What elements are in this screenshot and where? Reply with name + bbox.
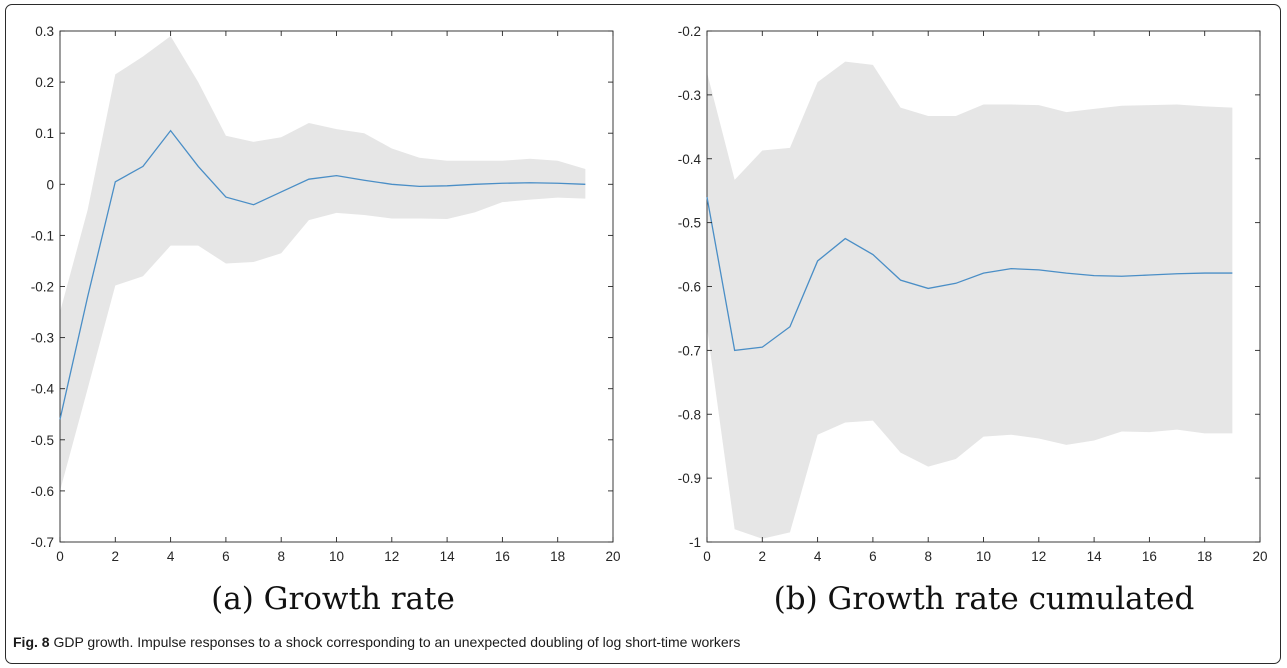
y-tick-label: 0 [46,177,54,192]
caption-label: Fig. 8 [13,634,50,650]
x-tick-label: 10 [329,549,344,564]
x-tick-label: 18 [550,549,565,564]
impulse-response-line [706,196,1233,352]
x-tick-label: 20 [605,549,620,564]
figure-caption: Fig. 8 GDP growth. Impulse responses to … [13,634,740,650]
x-tick-label: 4 [167,549,175,564]
chart-growth-rate: 0 2 4 6 8 10 12 14 16 18 20 0.3 0.2 0.1 0 -0.1 -0.2 -0.3 -… [31,24,621,564]
y-tick-label: -0.6 [678,280,701,295]
x-tick-label: 14 [440,549,456,564]
y-tick-label: -0.8 [678,407,701,422]
x-tick-label: 16 [495,549,510,564]
y-tick-label: -0.2 [31,280,54,295]
x-tick-label: 2 [759,549,767,564]
x-tick-label: 8 [924,549,932,564]
x-tick-label: 2 [112,549,120,564]
y-tick-label: 0.2 [35,75,54,90]
x-tick-label: 12 [1031,549,1046,564]
y-tick-label: -0.7 [31,535,54,550]
y-tick-label: -0.3 [678,88,701,103]
x-tick-label: 0 [56,549,64,564]
x-tick-label: 20 [1252,549,1267,564]
y-tick-label: -0.7 [678,343,701,358]
subcaption-b: (b) Growth rate cumulated [774,581,1195,617]
y-tick-label: -0.3 [31,331,54,346]
subcaption-a: (a) Growth rate [211,581,455,617]
y-tick-label: -1 [689,535,701,550]
x-tick-label: 10 [976,549,991,564]
y-tick-label: -0.1 [31,228,54,243]
y-tick-label: -0.2 [678,24,701,39]
y-tick-label: 0.1 [35,126,54,141]
y-tick-label: -0.4 [31,382,55,397]
y-tick-label: -0.9 [678,471,701,486]
confidence-band [60,36,586,491]
x-tick-label: 6 [222,549,230,564]
impulse-response-line [59,129,586,420]
y-tick-label: -0.5 [31,433,54,448]
confidence-band [707,61,1233,539]
x-tick-label: 6 [869,549,877,564]
x-tick-label: 18 [1197,549,1212,564]
x-tick-label: 14 [1087,549,1103,564]
y-tick-label: -0.5 [678,216,701,231]
x-tick-label: 12 [384,549,399,564]
x-tick-label: 0 [703,549,711,564]
y-tick-label: -0.4 [678,152,702,167]
x-tick-label: 16 [1142,549,1157,564]
x-tick-label: 4 [814,549,822,564]
y-tick-label: -0.6 [31,484,54,499]
figure-frame [5,4,1281,664]
y-tick-label: 0.3 [35,24,54,39]
x-tick-label: 8 [277,549,285,564]
caption-text: GDP growth. Impulse responses to a shock… [53,634,741,650]
chart-growth-rate-cumulated: 0 2 4 6 8 10 12 14 16 18 20 -0.2 -0.3 -0.4 -0.5 -0.6 -0.… [678,24,1268,564]
